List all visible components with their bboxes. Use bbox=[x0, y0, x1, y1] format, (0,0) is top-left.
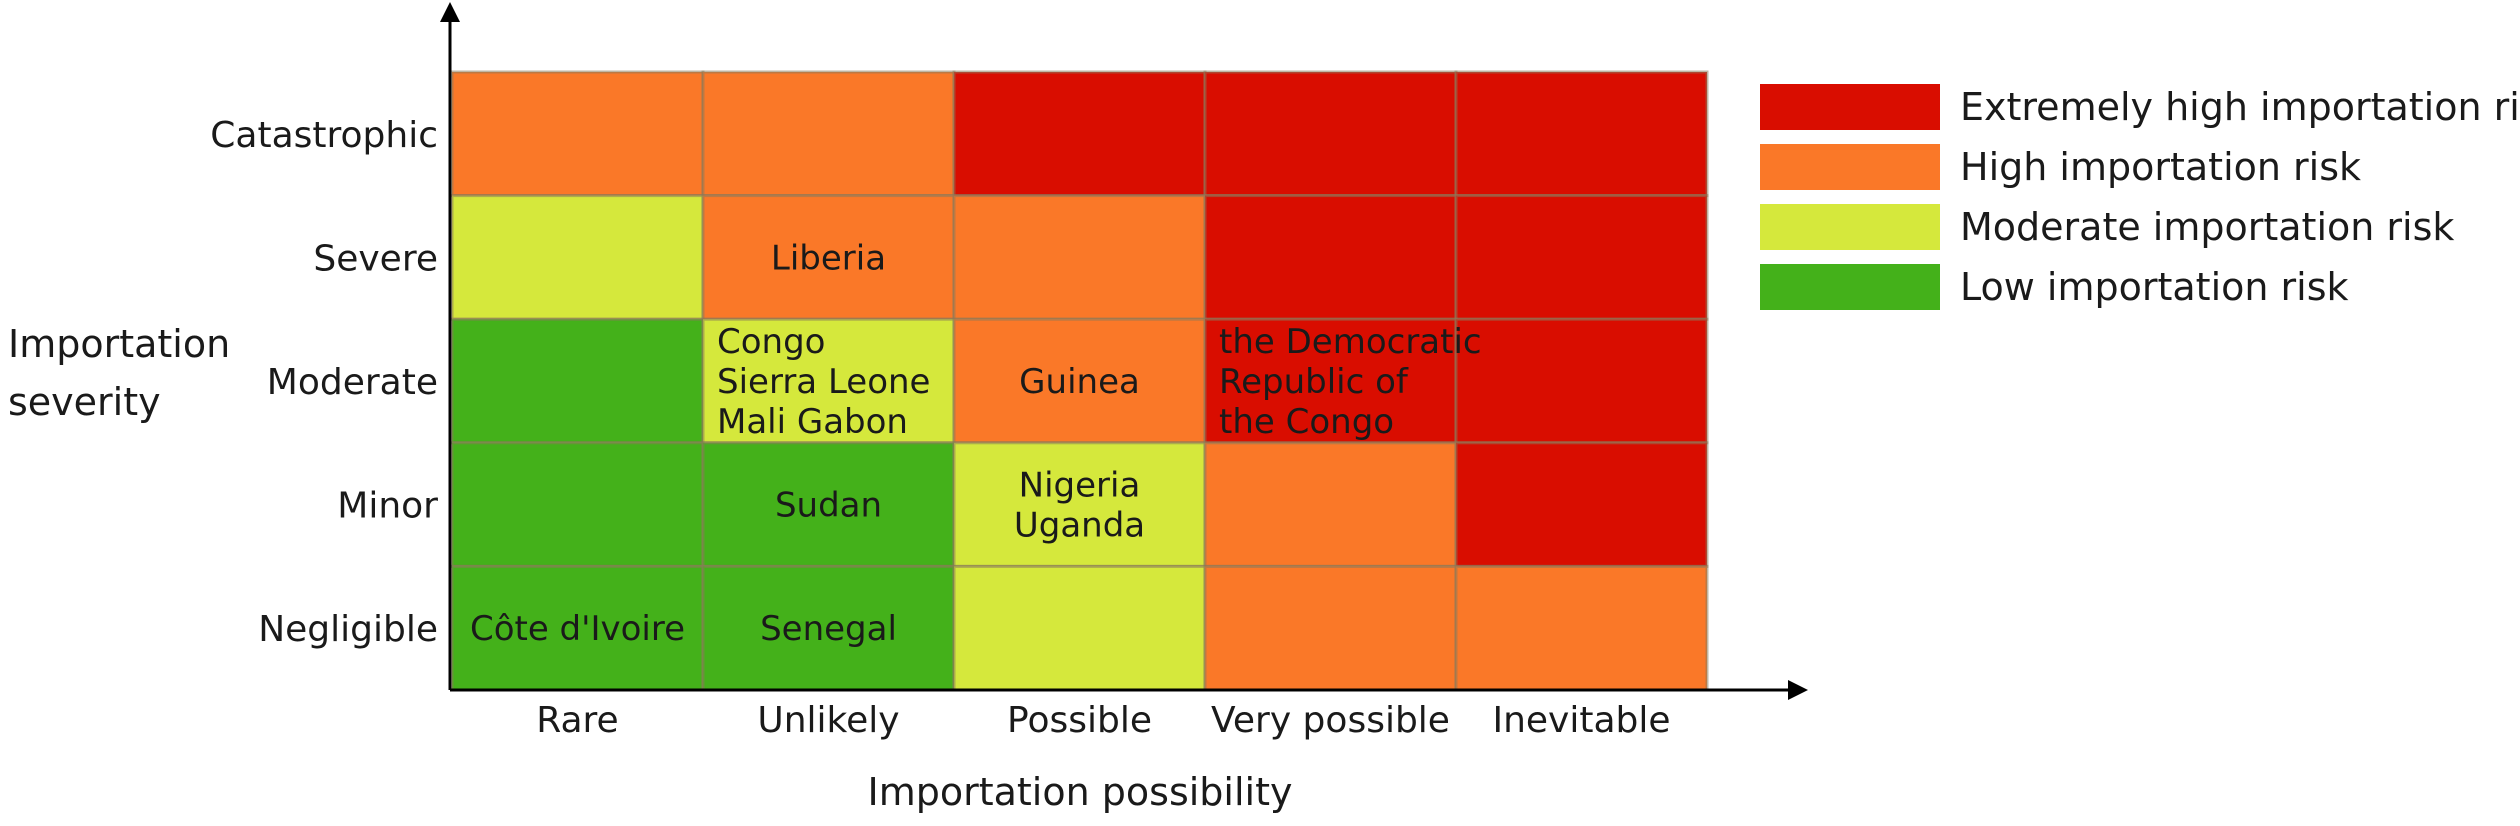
matrix-cell bbox=[1454, 70, 1709, 198]
y-axis-arrow-icon bbox=[440, 2, 460, 22]
matrix-cells bbox=[450, 70, 1709, 692]
legend-item: Low importation risk bbox=[1760, 257, 2520, 317]
y-tick-label: Moderate bbox=[267, 362, 438, 403]
x-tick-labels: Rare Unlikely Possible Very possible Inevita… bbox=[536, 700, 1670, 741]
country-label: Mali Gabon bbox=[717, 402, 908, 442]
matrix-cell bbox=[1203, 194, 1458, 321]
country-label: Nigeria bbox=[1019, 466, 1141, 506]
x-tick-label: Possible bbox=[1007, 700, 1152, 741]
legend-label: Moderate importation risk bbox=[1960, 205, 2455, 249]
legend-swatch bbox=[1760, 204, 1940, 250]
y-tick-label: Negligible bbox=[258, 609, 438, 650]
matrix-cell bbox=[1203, 317, 1458, 445]
country-label: Senegal bbox=[760, 609, 897, 649]
matrix-cell bbox=[450, 70, 705, 198]
matrix-cell bbox=[1454, 564, 1709, 692]
x-axis-title: Importation possibility bbox=[867, 770, 1293, 814]
matrix-cell bbox=[450, 564, 705, 692]
y-tick-label: Minor bbox=[337, 486, 438, 527]
legend-swatch bbox=[1760, 84, 1940, 130]
matrix-cell bbox=[952, 70, 1207, 198]
matrix-cell bbox=[450, 194, 705, 321]
y-tick-label: Severe bbox=[313, 238, 438, 279]
x-tick-label: Unlikely bbox=[757, 700, 899, 741]
y-axis-title: Importation severity bbox=[8, 315, 230, 431]
matrix-cell bbox=[701, 564, 956, 692]
matrix-cell bbox=[450, 441, 705, 568]
legend-swatch bbox=[1760, 144, 1940, 190]
country-label: Sierra Leone bbox=[717, 362, 930, 402]
country-label: Republic of bbox=[1219, 362, 1409, 402]
y-tick-label: Catastrophic bbox=[210, 115, 438, 156]
x-axis-arrow-icon bbox=[1788, 680, 1808, 700]
matrix-cell bbox=[952, 564, 1207, 692]
y-tick-labels: Catastrophic Severe Moderate Minor Negligibl… bbox=[210, 115, 438, 650]
matrix-cell bbox=[1454, 317, 1709, 445]
y-axis-title-line: severity bbox=[8, 380, 161, 424]
legend-label: Extremely high importation risk bbox=[1960, 85, 2520, 129]
matrix-cell bbox=[450, 317, 705, 445]
country-label: Congo bbox=[717, 322, 825, 362]
legend-swatch bbox=[1760, 264, 1940, 310]
legend-label: Low importation risk bbox=[1960, 265, 2349, 309]
country-label: Sudan bbox=[775, 486, 882, 526]
country-label: Uganda bbox=[1014, 506, 1145, 546]
matrix-cell bbox=[701, 317, 956, 445]
matrix-cell bbox=[1203, 441, 1458, 568]
legend-item: High importation risk bbox=[1760, 137, 2520, 197]
x-tick-label: Rare bbox=[536, 700, 618, 741]
matrix-cell bbox=[952, 441, 1207, 568]
matrix-cell bbox=[701, 441, 956, 568]
matrix-cell bbox=[1454, 441, 1709, 568]
legend: Extremely high importation risk High impo… bbox=[1760, 77, 2520, 317]
matrix-cell bbox=[701, 70, 956, 198]
legend-label: High importation risk bbox=[1960, 145, 2362, 189]
x-tick-label: Very possible bbox=[1211, 700, 1450, 741]
x-tick-label: Inevitable bbox=[1492, 700, 1670, 741]
country-label: Côte d'Ivoire bbox=[470, 609, 685, 649]
matrix-cell bbox=[1203, 70, 1458, 198]
matrix-cell bbox=[1454, 194, 1709, 321]
y-axis-title-line: Importation bbox=[8, 322, 231, 366]
legend-item: Extremely high importation risk bbox=[1760, 77, 2520, 137]
country-label: the Congo bbox=[1219, 402, 1394, 442]
country-label: Guinea bbox=[1019, 362, 1140, 402]
country-label: the Democratic bbox=[1219, 322, 1482, 362]
matrix-cell bbox=[1203, 564, 1458, 692]
country-label: Liberia bbox=[771, 238, 886, 278]
axes bbox=[440, 2, 1808, 700]
matrix-cell bbox=[952, 194, 1207, 321]
legend-item: Moderate importation risk bbox=[1760, 197, 2520, 257]
